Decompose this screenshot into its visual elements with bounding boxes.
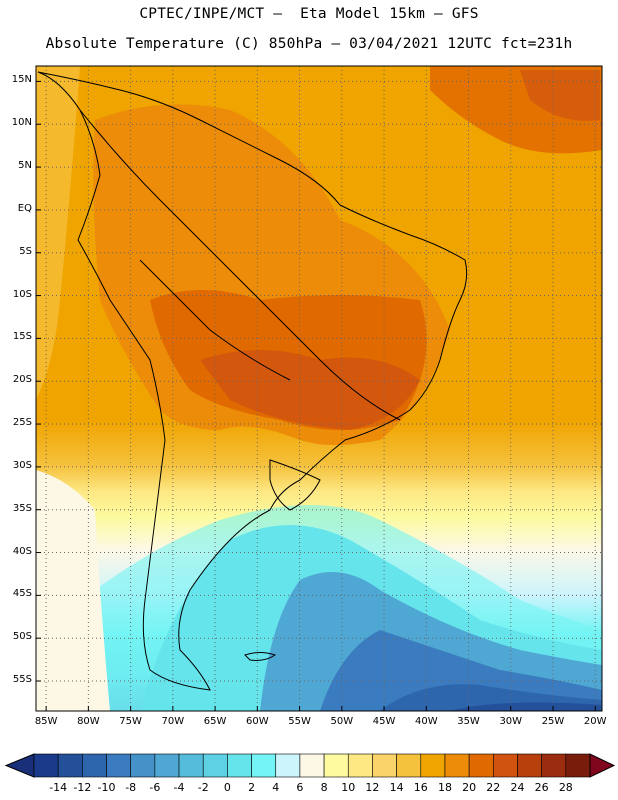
axis-ticks [36,80,596,711]
colorbar-over-arrow [589,753,616,778]
colorbar-swatch [323,753,349,778]
colorbar-swatch [299,753,325,778]
colorbar-swatch [154,753,180,778]
temperature-field [36,66,602,711]
colorbar-swatch [57,753,83,778]
colorbar-swatch [33,753,59,778]
colorbar-swatch [178,753,204,778]
lat-label: 5S [19,245,32,257]
lon-label: 20W [583,716,607,727]
colorbar-swatch [372,753,397,778]
lon-label: 85W [34,716,58,727]
chart-subtitle: Absolute Temperature (C) 850hPa – 03/04/… [45,36,573,52]
lon-label: 30W [499,716,523,727]
colorbar-label: -6 [149,781,161,794]
colorbar-label: -14 [49,781,68,794]
colorbar-swatch [517,753,542,778]
colorbar-swatch [420,753,446,778]
colorbar-label: 22 [486,781,501,794]
colorbar-swatch [82,753,107,778]
lat-label: 10N [11,117,32,129]
colorbar-swatch [565,753,591,778]
colorbar-label: 8 [320,781,328,794]
colorbar-label: 18 [437,781,452,794]
lon-label: 55W [288,716,311,727]
lon-label: 50W [330,716,354,727]
lat-label: 25S [12,417,32,429]
colorbar-swatch [444,753,470,778]
lon-label: 25W [541,716,565,727]
lat-label: 20S [12,374,32,386]
colorbar-swatch [541,753,567,778]
lat-label: 15N [11,74,32,86]
map-frame [35,65,603,712]
colorbar-label: 0 [223,781,231,794]
colorbar-label: 20 [462,781,477,794]
colorbar-label: 10 [341,781,356,794]
lat-label: 40S [12,545,32,557]
colorbar-swatch [468,753,494,778]
colorbar-label: 26 [534,781,549,794]
colorbar-label: -10 [97,781,116,794]
coastlines [37,71,468,691]
colorbar-label: 28 [558,781,573,794]
colorbar [4,753,616,778]
lat-label: 10S [12,288,32,300]
colorbar-under-arrow [4,753,35,778]
lon-label: 65W [203,716,227,727]
lon-label: 60W [246,716,269,727]
lat-label: 35S [12,502,32,514]
lon-label: 35W [457,716,480,727]
colorbar-label: 4 [272,781,280,794]
colorbar-label: 16 [413,781,428,794]
colorbar-label: 24 [510,781,525,794]
chart-title: CPTEC/INPE/MCT – Eta Model 15km – GFS [139,6,479,22]
lon-label: 70W [161,716,185,727]
lat-label: 45S [12,588,32,600]
colorbar-swatch [396,753,422,778]
lat-label: 50S [12,631,32,643]
colorbar-swatch [227,753,252,778]
colorbar-swatch [106,753,131,778]
lat-label: EQ [17,202,32,214]
colorbar-swatch [493,753,518,778]
lon-label: 40W [414,716,438,727]
colorbar-label: -4 [173,781,185,794]
lat-label: 55S [12,674,32,686]
lat-label: 30S [12,459,32,471]
colorbar-swatch [130,753,156,778]
lat-label: 5N [18,160,32,172]
colorbar-label: -12 [73,781,92,794]
colorbar-label: 2 [248,781,256,794]
colorbar-label: 6 [296,781,304,794]
lon-label: 45W [372,716,396,727]
lat-label: 15S [12,331,32,343]
lon-label: 80W [77,716,100,727]
colorbar-swatch [275,753,301,778]
colorbar-label: -2 [197,781,209,794]
colorbar-swatch [202,753,228,778]
colorbar-label: -8 [125,781,137,794]
colorbar-swatch [347,753,373,778]
colorbar-swatch [251,753,277,778]
colorbar-label: 12 [365,781,380,794]
colorbar-label: 14 [389,781,404,794]
lon-label: 75W [119,716,142,727]
